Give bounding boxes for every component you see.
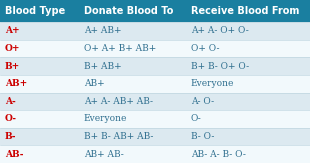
Text: A+ A- O+ O-: A+ A- O+ O- [191, 26, 248, 35]
Text: Everyone: Everyone [191, 79, 234, 88]
Text: AB+ AB-: AB+ AB- [84, 150, 123, 159]
Text: B+ AB+: B+ AB+ [84, 62, 121, 71]
Text: B+ B- AB+ AB-: B+ B- AB+ AB- [84, 132, 153, 141]
Bar [186, 0, 310, 22]
Bar [0, 128, 310, 145]
Text: A- O-: A- O- [191, 97, 214, 106]
Bar [0, 22, 310, 40]
Bar [0, 110, 310, 128]
Text: A+ A- AB+ AB-: A+ A- AB+ AB- [84, 97, 153, 106]
Text: AB+: AB+ [5, 79, 27, 88]
Text: O-: O- [191, 114, 202, 123]
Text: O+ O-: O+ O- [191, 44, 219, 53]
Text: A+: A+ [5, 26, 19, 35]
Text: A+ AB+: A+ AB+ [84, 26, 121, 35]
Text: B-: B- [5, 132, 16, 141]
Text: A-: A- [5, 97, 16, 106]
Text: Blood Type: Blood Type [5, 6, 65, 16]
Bar [0, 92, 310, 110]
Text: B- O-: B- O- [191, 132, 214, 141]
Bar [0, 40, 310, 57]
Bar [79, 0, 186, 22]
Text: B+: B+ [5, 62, 20, 71]
Text: Everyone: Everyone [84, 114, 127, 123]
Text: B+ B- O+ O-: B+ B- O+ O- [191, 62, 249, 71]
Text: AB+: AB+ [84, 79, 104, 88]
Text: Donate Blood To: Donate Blood To [84, 6, 173, 16]
Bar [0, 145, 310, 163]
Bar [0, 0, 79, 22]
Text: Receive Blood From: Receive Blood From [191, 6, 299, 16]
Text: O+ A+ B+ AB+: O+ A+ B+ AB+ [84, 44, 156, 53]
Bar [0, 75, 310, 92]
Text: AB-: AB- [5, 150, 23, 159]
Bar [0, 57, 310, 75]
Text: O+: O+ [5, 44, 20, 53]
Text: O-: O- [5, 114, 17, 123]
Text: AB- A- B- O-: AB- A- B- O- [191, 150, 246, 159]
